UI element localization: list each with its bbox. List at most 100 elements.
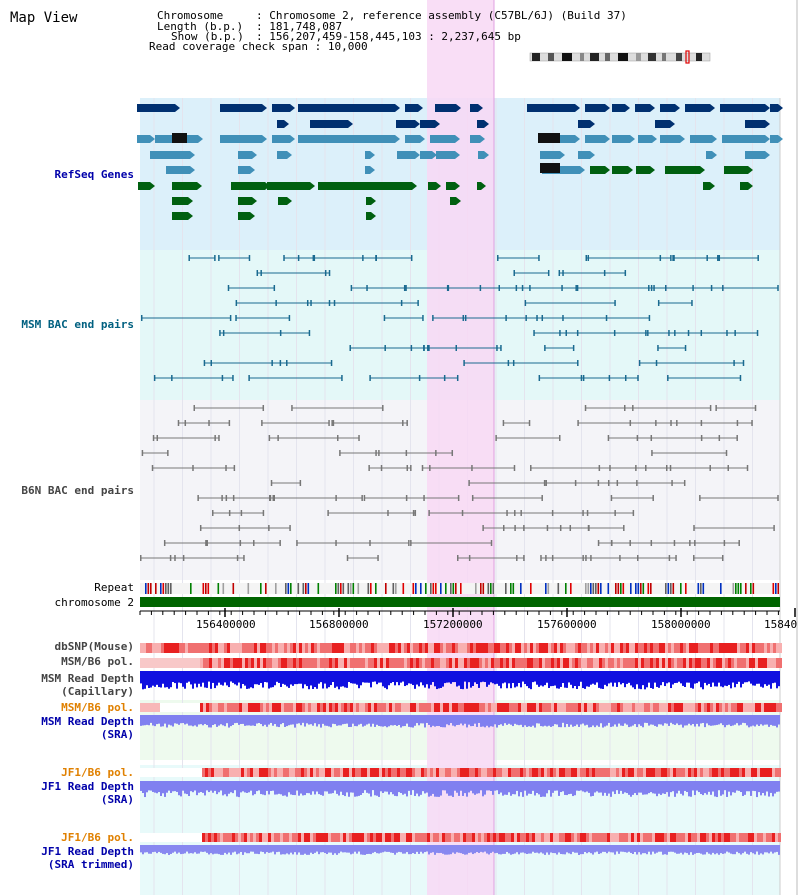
- jf1-pol-heat: [226, 768, 229, 777]
- msm-depth-cap-bar: [334, 671, 336, 688]
- msm-pol2-heat: [716, 703, 719, 712]
- dbsnp-heat: [776, 643, 779, 653]
- msm-pol2-heat: [503, 703, 506, 712]
- jf1-depth-sra-bar: [184, 781, 186, 794]
- gene-arrow: [484, 151, 489, 159]
- jf1-pol2-heat: [340, 833, 343, 842]
- msm-pol2-heat: [485, 703, 488, 712]
- msm-pol2-heat: [527, 703, 530, 712]
- msm-depth-sra-bar: [278, 715, 280, 728]
- msm-pol2-heat: [233, 703, 236, 712]
- jf1-pol-heat: [709, 768, 712, 777]
- msm-pol2-heat: [461, 703, 464, 712]
- msm-pol-heat: [425, 658, 428, 668]
- jf1-depth-sra-bar: [148, 781, 150, 791]
- jf1-pol2-heat: [691, 833, 694, 842]
- msm-pol-heat: [221, 658, 224, 668]
- msm-depth-cap-bar: [382, 671, 384, 687]
- jf1-depth-sra-bar: [694, 781, 696, 796]
- gene-arrow: [415, 120, 420, 128]
- msm-depth-cap-bar: [494, 671, 496, 685]
- msm-depth-sra-bar: [628, 715, 630, 728]
- msm-depth-sra-bar: [662, 715, 664, 726]
- msm-pol2-heat: [206, 703, 209, 712]
- msm-depth-sra-bar: [752, 715, 754, 726]
- jf1-depth-trim-bar: [240, 845, 242, 852]
- jf1-depth-sra-bar: [522, 781, 524, 797]
- dbsnp-heat: [419, 643, 422, 653]
- msm-depth-sra-bar: [528, 715, 530, 727]
- msm-depth-sra-bar: [388, 715, 390, 727]
- gene-arrow: [670, 120, 675, 128]
- dbsnp-heat: [359, 643, 362, 653]
- msm-depth-sra-bar: [740, 715, 742, 725]
- jf1-pol-heat: [493, 768, 496, 777]
- msm-pol-heat: [548, 658, 551, 668]
- jf1-depth-trim-bar: [438, 845, 440, 854]
- gene-arrow: [284, 120, 289, 128]
- gene-feature: [272, 104, 290, 112]
- jf1-depth-trim-bar: [414, 845, 416, 854]
- msm-depth-sra-bar: [288, 715, 290, 726]
- jf1-depth-sra-bar: [270, 781, 272, 791]
- jf1-pol-heat: [541, 768, 544, 777]
- jf1-depth-trim-bar: [640, 845, 642, 855]
- msm-depth-sra-bar: [580, 715, 582, 725]
- msm-pol2-heat: [770, 703, 773, 712]
- jf1-pol2-heat: [277, 833, 280, 842]
- jf1-depth-trim-bar: [330, 845, 332, 853]
- msm-pol2-heat: [422, 703, 425, 712]
- jf1-depth-sra-bar: [202, 781, 204, 793]
- jf1-depth-sra-bar: [690, 781, 692, 797]
- gene-exon: [172, 133, 187, 143]
- jf1-depth-sra-bar: [770, 781, 772, 793]
- jf1-pol2-heat: [682, 833, 685, 842]
- jf1-pol-heat: [514, 768, 517, 777]
- msm-pol2-heat: [458, 703, 461, 712]
- jf1-depth-sra-bar: [670, 781, 672, 793]
- dbsnp-heat: [620, 643, 623, 653]
- jf1-pol2-heat: [205, 833, 208, 842]
- msm-pol-heat: [416, 658, 419, 668]
- gene-feature: [638, 135, 652, 143]
- jf1-pol2-heat: [625, 833, 628, 842]
- jf1-pol-heat: [622, 768, 625, 777]
- msm-depth-cap-bar: [768, 671, 770, 685]
- jf1-pol2-heat: [253, 833, 256, 842]
- msm-depth-cap-bar: [182, 671, 184, 687]
- jf1-pol2-heat: [577, 833, 580, 842]
- jf1-depth-trim-bar: [574, 845, 576, 853]
- jf1-depth-sra-bar: [768, 781, 770, 797]
- dbsnp-heat: [554, 643, 557, 653]
- msm-depth-cap-bar: [500, 671, 502, 689]
- track-label-jf1-pol-1: JF1/B6 pol.: [61, 766, 134, 779]
- dbsnp-heat: [683, 643, 686, 653]
- jf1-pol-heat: [445, 768, 448, 777]
- jf1-depth-sra-bar: [738, 781, 740, 791]
- jf1-depth-sra-bar: [628, 781, 630, 795]
- msm-depth-cap-bar: [218, 671, 220, 683]
- jf1-pol2-heat: [778, 833, 781, 842]
- repeat-mark: [302, 583, 305, 594]
- jf1-pol-heat: [211, 768, 214, 777]
- msm-depth-cap-bar: [678, 671, 680, 682]
- jf1-pol-heat: [526, 768, 529, 777]
- track-label-msm-pol-2: MSM/B6 pol.: [61, 701, 134, 714]
- jf1-depth-sra-bar: [238, 781, 240, 798]
- dbsnp-heat: [155, 643, 158, 653]
- msm-depth-sra-bar: [760, 715, 762, 725]
- jf1-pol-heat: [343, 768, 346, 777]
- jf1-pol-heat: [208, 768, 211, 777]
- msm-pol-heat: [272, 658, 275, 668]
- msm-pol-heat: [329, 658, 332, 668]
- msm-pol2-heat: [698, 703, 701, 712]
- jf1-pol-heat: [289, 768, 292, 777]
- span-key: Read coverage check span: [149, 40, 308, 53]
- msm-pol-heat: [308, 658, 311, 668]
- dbsnp-heat: [491, 643, 494, 653]
- jf1-pol-heat: [235, 768, 238, 777]
- jf1-pol-heat: [340, 768, 343, 777]
- msm-pol-heat: [701, 658, 704, 668]
- jf1-pol2-heat: [709, 833, 712, 842]
- jf1-depth-trim-bar: [654, 845, 656, 854]
